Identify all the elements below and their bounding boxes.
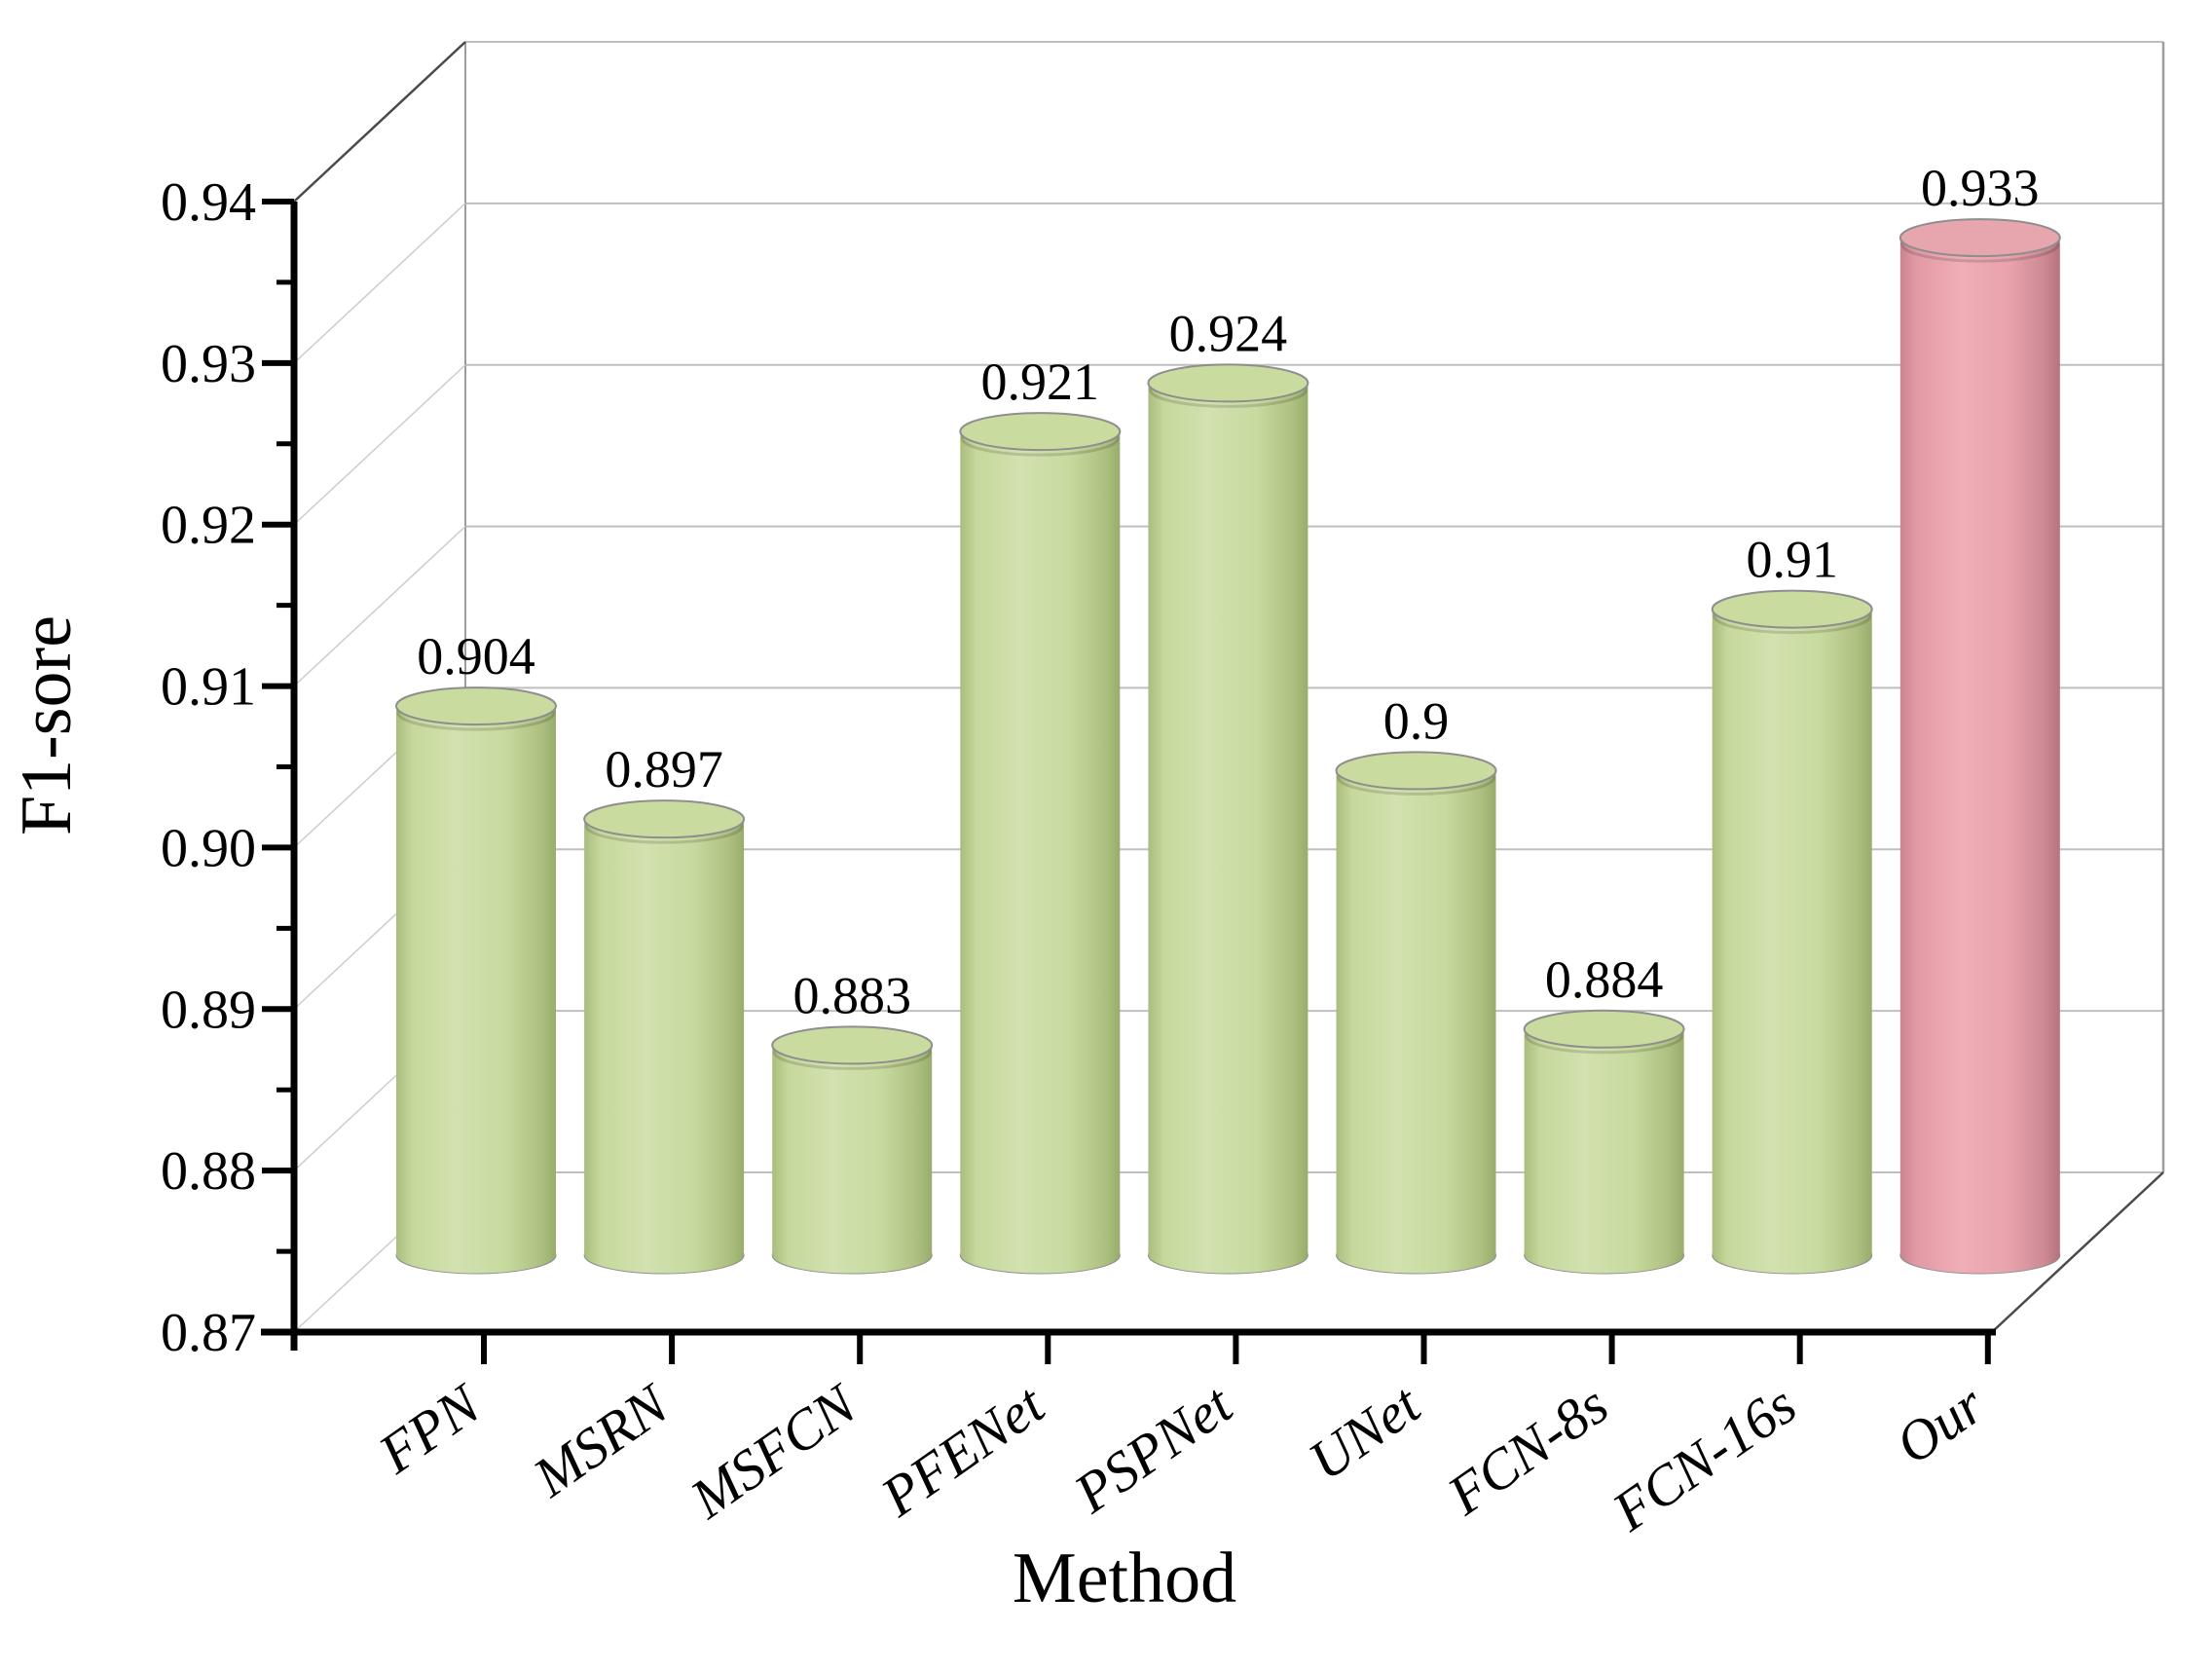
- bar-value-label: 0.884: [1545, 950, 1664, 1009]
- x-axis-title: Method: [1013, 1539, 1236, 1618]
- x-ticks: [481, 1335, 1991, 1364]
- bars: 0.904 0.897 0.883 0.921 0.924 0.9 0.884 0.91 0.9…: [395, 159, 2061, 1275]
- bar-FCN-16s: 0.91: [1711, 531, 1873, 1275]
- bar-PFENet: 0.921: [959, 352, 1122, 1275]
- grid-back-wall: [464, 41, 2165, 1173]
- y-tick-label: 0.90: [161, 818, 256, 878]
- bar-PSPNet: 0.924: [1147, 304, 1309, 1275]
- bar-value-label: 0.904: [417, 627, 535, 686]
- axes: [261, 202, 1996, 1351]
- y-tick-label: 0.91: [161, 657, 256, 718]
- y-tick-label: 0.89: [161, 980, 256, 1040]
- x-category-label-FPN: FPN: [367, 1371, 495, 1487]
- x-category-label-FCN-8s: FCN-8s: [1435, 1372, 1619, 1527]
- bar-MSRN: 0.897: [583, 740, 746, 1275]
- x-category-label-PFENet: PFENet: [869, 1371, 1057, 1529]
- x-category-label-FCN-16s: FCN-16s: [1601, 1372, 1807, 1543]
- bar-MSFCN: 0.883: [771, 966, 934, 1275]
- y-tick-label: 0.93: [161, 334, 256, 394]
- y-axis-title: F1-sore: [7, 615, 87, 835]
- bar-value-label: 0.883: [793, 966, 911, 1024]
- bar-FPN: 0.904: [395, 627, 557, 1275]
- bar-Our: 0.933: [1899, 159, 2061, 1275]
- y-tick-label: 0.92: [161, 496, 256, 556]
- grid-left-wall: [293, 41, 2164, 1333]
- x-category-label-UNet: UNet: [1297, 1371, 1432, 1493]
- bar-UNet: 0.9: [1335, 691, 1497, 1275]
- bar-value-label: 0.933: [1921, 159, 2040, 217]
- y-ticks: [262, 199, 294, 1335]
- y-tick-label: 0.87: [161, 1303, 256, 1363]
- x-category-labels: FPN MSRN MSFCN PFENet PSPNet UNet FCN-8sFCN-16…: [367, 1371, 1996, 1544]
- x-category-label-MSFCN: MSFCN: [679, 1371, 870, 1532]
- bar-FCN-8s: 0.884: [1523, 950, 1685, 1275]
- x-category-label-PSPNet: PSPNet: [1062, 1371, 1244, 1525]
- bar-value-label: 0.924: [1169, 304, 1288, 362]
- bar-value-label: 0.91: [1746, 531, 1838, 589]
- x-category-label-Our: Our: [1884, 1372, 1995, 1476]
- y-tick-label: 0.88: [161, 1141, 256, 1202]
- bar-value-label: 0.9: [1383, 691, 1450, 750]
- bar-value-label: 0.897: [605, 740, 723, 798]
- y-tick-labels: 0.94 0.93 0.92 0.91 0.90 0.89 0.88 0.87: [161, 172, 256, 1363]
- y-tick-label: 0.94: [161, 172, 256, 233]
- x-category-label-MSRN: MSRN: [521, 1371, 682, 1510]
- bar-value-label: 0.921: [981, 352, 1100, 411]
